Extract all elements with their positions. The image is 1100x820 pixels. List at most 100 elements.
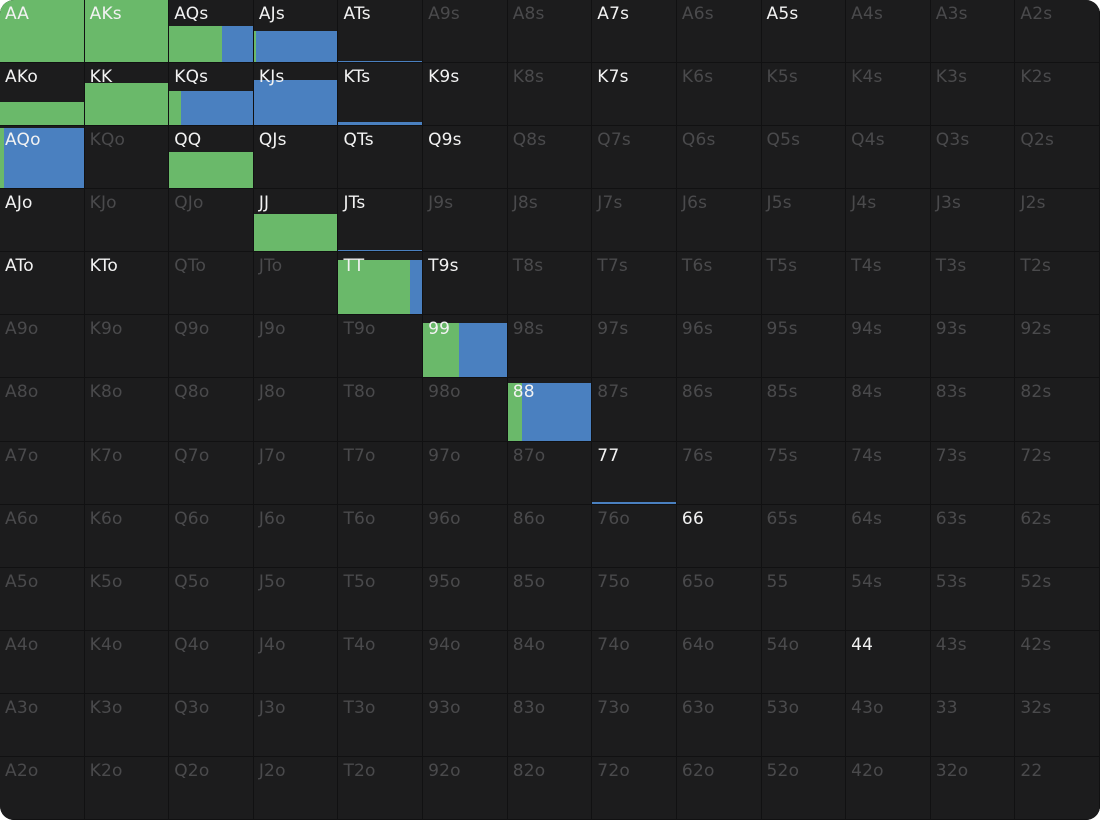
hand-cell[interactable]: J6s	[676, 189, 762, 253]
hand-cell[interactable]: K5s	[761, 63, 847, 127]
hand-cell[interactable]: K8o	[84, 378, 170, 442]
hand-cell[interactable]: J3o	[253, 693, 339, 757]
hand-cell[interactable]: 63o	[676, 693, 762, 757]
hand-cell[interactable]: Q2s	[1015, 126, 1100, 190]
hand-cell[interactable]: K4o	[84, 630, 170, 694]
hand-cell[interactable]: Q8o	[169, 378, 254, 442]
hand-cell[interactable]: A2o	[0, 756, 85, 820]
hand-cell[interactable]: KQs	[169, 63, 254, 127]
hand-cell[interactable]: 63s	[930, 504, 1016, 568]
hand-cell[interactable]: J8o	[253, 378, 339, 442]
hand-cell[interactable]: 86o	[507, 504, 593, 568]
hand-cell[interactable]: 73s	[930, 441, 1016, 505]
hand-cell[interactable]: T3o	[338, 693, 424, 757]
hand-cell[interactable]: TT	[338, 252, 424, 316]
hand-cell[interactable]: T7s	[592, 252, 677, 316]
hand-cell[interactable]: T8o	[338, 378, 424, 442]
hand-cell[interactable]: 22	[1015, 756, 1100, 820]
hand-cell[interactable]: 99	[423, 315, 508, 379]
hand-cell[interactable]: JTs	[338, 189, 424, 253]
hand-cell[interactable]: 85s	[761, 378, 847, 442]
hand-cell[interactable]: K3s	[930, 63, 1016, 127]
hand-cell[interactable]: 53s	[930, 567, 1016, 631]
hand-cell[interactable]: KJo	[84, 189, 170, 253]
hand-cell[interactable]: AQs	[169, 0, 254, 64]
hand-cell[interactable]: J8s	[507, 189, 593, 253]
hand-cell[interactable]: A5o	[0, 567, 85, 631]
hand-cell[interactable]: 54o	[761, 630, 847, 694]
hand-cell[interactable]: 97o	[423, 441, 508, 505]
hand-cell[interactable]: 62o	[676, 756, 762, 820]
hand-cell[interactable]: 94s	[846, 315, 931, 379]
hand-cell[interactable]: J9o	[253, 315, 339, 379]
hand-cell[interactable]: 77	[592, 441, 677, 505]
hand-cell[interactable]: A3o	[0, 693, 85, 757]
hand-cell[interactable]: AA	[0, 0, 85, 64]
hand-cell[interactable]: 72s	[1015, 441, 1100, 505]
hand-cell[interactable]: 75o	[592, 567, 677, 631]
hand-cell[interactable]: K6o	[84, 504, 170, 568]
hand-cell[interactable]: J4o	[253, 630, 339, 694]
hand-cell[interactable]: J6o	[253, 504, 339, 568]
hand-cell[interactable]: KQo	[84, 126, 170, 190]
hand-cell[interactable]: 87o	[507, 441, 593, 505]
hand-cell[interactable]: 95s	[761, 315, 847, 379]
hand-cell[interactable]: J7s	[592, 189, 677, 253]
hand-cell[interactable]: T4s	[846, 252, 931, 316]
hand-cell[interactable]: 65s	[761, 504, 847, 568]
hand-cell[interactable]: 92s	[1015, 315, 1100, 379]
hand-cell[interactable]: T6s	[676, 252, 762, 316]
hand-cell[interactable]: Q7s	[592, 126, 677, 190]
hand-cell[interactable]: A7s	[592, 0, 677, 64]
hand-cell[interactable]: 94o	[423, 630, 508, 694]
hand-cell[interactable]: QJs	[253, 126, 339, 190]
hand-cell[interactable]: A4o	[0, 630, 85, 694]
hand-cell[interactable]: 82s	[1015, 378, 1100, 442]
hand-cell[interactable]: 42o	[846, 756, 931, 820]
hand-cell[interactable]: Q6s	[676, 126, 762, 190]
hand-cell[interactable]: J4s	[846, 189, 931, 253]
hand-cell[interactable]: Q4o	[169, 630, 254, 694]
hand-cell[interactable]: K9s	[423, 63, 508, 127]
hand-cell[interactable]: A4s	[846, 0, 931, 64]
hand-cell[interactable]: A9s	[423, 0, 508, 64]
hand-cell[interactable]: 93o	[423, 693, 508, 757]
hand-cell[interactable]: J5s	[761, 189, 847, 253]
hand-cell[interactable]: K8s	[507, 63, 593, 127]
hand-cell[interactable]: T5o	[338, 567, 424, 631]
hand-cell[interactable]: 74o	[592, 630, 677, 694]
hand-cell[interactable]: 72o	[592, 756, 677, 820]
hand-cell[interactable]: A9o	[0, 315, 85, 379]
hand-cell[interactable]: K5o	[84, 567, 170, 631]
hand-cell[interactable]: A3s	[930, 0, 1016, 64]
hand-cell[interactable]: 92o	[423, 756, 508, 820]
hand-cell[interactable]: Q3s	[930, 126, 1016, 190]
hand-cell[interactable]: 32s	[1015, 693, 1100, 757]
hand-cell[interactable]: 84o	[507, 630, 593, 694]
hand-cell[interactable]: 86s	[676, 378, 762, 442]
hand-cell[interactable]: Q5o	[169, 567, 254, 631]
hand-cell[interactable]: J9s	[423, 189, 508, 253]
hand-cell[interactable]: JJ	[253, 189, 339, 253]
hand-cell[interactable]: A8o	[0, 378, 85, 442]
hand-cell[interactable]: 43s	[930, 630, 1016, 694]
hand-cell[interactable]: K7o	[84, 441, 170, 505]
hand-cell[interactable]: Q9s	[423, 126, 508, 190]
hand-cell[interactable]: Q8s	[507, 126, 593, 190]
hand-cell[interactable]: ATs	[338, 0, 424, 64]
hand-cell[interactable]: AJs	[253, 0, 339, 64]
hand-cell[interactable]: K2s	[1015, 63, 1100, 127]
hand-cell[interactable]: 66	[676, 504, 762, 568]
hand-cell[interactable]: 83s	[930, 378, 1016, 442]
hand-cell[interactable]: Q3o	[169, 693, 254, 757]
hand-cell[interactable]: T6o	[338, 504, 424, 568]
hand-cell[interactable]: A5s	[761, 0, 847, 64]
hand-cell[interactable]: T2s	[1015, 252, 1100, 316]
hand-cell[interactable]: T9s	[423, 252, 508, 316]
hand-cell[interactable]: K6s	[676, 63, 762, 127]
hand-cell[interactable]: J3s	[930, 189, 1016, 253]
hand-cell[interactable]: AKs	[84, 0, 170, 64]
hand-cell[interactable]: T2o	[338, 756, 424, 820]
hand-cell[interactable]: KK	[84, 63, 170, 127]
hand-cell[interactable]: T7o	[338, 441, 424, 505]
